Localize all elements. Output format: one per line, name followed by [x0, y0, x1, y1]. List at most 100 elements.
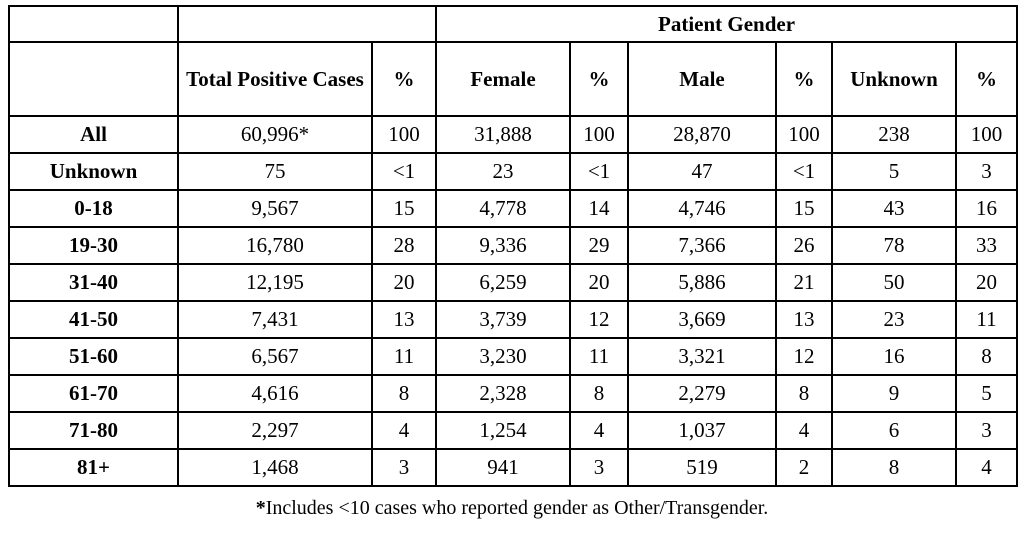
data-cell: 50: [831, 263, 957, 302]
header-cell-male: Male: [627, 41, 777, 117]
data-cell: 8: [569, 374, 629, 413]
data-cell: 1,254: [435, 411, 571, 450]
header-cell-unknown-percent: %: [954, 41, 1019, 117]
table-row: 71-80 2,297 4 1,254 4 1,037 4 6 3: [8, 411, 1019, 450]
data-cell: 21: [775, 263, 833, 302]
table-header: Patient Gender Total Positive Cases % Fe…: [8, 5, 1019, 117]
data-cell: <1: [371, 152, 437, 191]
data-cell: 2,328: [435, 374, 571, 413]
data-cell: 28: [371, 226, 437, 265]
data-cell: 4: [954, 448, 1019, 487]
data-cell: 1,037: [627, 411, 777, 450]
data-cell: 29: [569, 226, 629, 265]
data-cell: 100: [775, 115, 833, 154]
header-cell-female: Female: [435, 41, 571, 117]
data-cell: 3: [954, 152, 1019, 191]
data-cell: 75: [177, 152, 373, 191]
row-label: Unknown: [8, 152, 179, 191]
data-cell: 16: [831, 337, 957, 376]
header-cell-unknown: Unknown: [831, 41, 957, 117]
data-cell: 100: [569, 115, 629, 154]
data-cell: 3: [371, 448, 437, 487]
page: Patient Gender Total Positive Cases % Fe…: [8, 5, 1019, 520]
data-cell: 23: [831, 300, 957, 339]
data-cell: 4: [569, 411, 629, 450]
table-body: All 60,996* 100 31,888 100 28,870 100 238 100 Unk…: [8, 115, 1019, 487]
data-cell: 60,996*: [177, 115, 373, 154]
data-cell: 100: [371, 115, 437, 154]
data-cell: 8: [371, 374, 437, 413]
data-cell: 31,888: [435, 115, 571, 154]
data-cell: 3: [954, 411, 1019, 450]
data-cell: 3: [569, 448, 629, 487]
data-cell: 5: [954, 374, 1019, 413]
data-cell: 4,616: [177, 374, 373, 413]
header-cell-male-percent: %: [775, 41, 833, 117]
data-cell: 5,886: [627, 263, 777, 302]
table-row: All 60,996* 100 31,888 100 28,870 100 238 100: [8, 115, 1019, 154]
footnote-text: Includes <10 cases who reported gender a…: [265, 497, 769, 519]
table-row: 31-40 12,195 20 6,259 20 5,886 21 50 20: [8, 263, 1019, 302]
data-cell: 20: [569, 263, 629, 302]
data-cell: 16,780: [177, 226, 373, 265]
header-cell-total-percent: %: [371, 41, 437, 117]
patient-gender-header: Patient Gender: [434, 5, 1019, 43]
data-cell: 4,778: [435, 189, 571, 228]
table-row: 81+ 1,468 3 941 3 519 2 8 4: [8, 448, 1019, 487]
data-cell: 3,230: [435, 337, 571, 376]
data-cell: 26: [775, 226, 833, 265]
table-header-top-row: Patient Gender: [8, 5, 1019, 43]
row-label: 61-70: [8, 374, 179, 413]
data-cell: 4: [775, 411, 833, 450]
data-cell: 519: [627, 448, 777, 487]
data-cell: 9,567: [177, 189, 373, 228]
header-cell-female-percent: %: [569, 41, 629, 117]
data-cell: 4,746: [627, 189, 777, 228]
data-cell: 2,279: [627, 374, 777, 413]
data-cell: 11: [954, 300, 1019, 339]
data-cell: 11: [371, 337, 437, 376]
row-label: 81+: [8, 448, 179, 487]
data-cell: 7,431: [177, 300, 373, 339]
data-cell: 15: [775, 189, 833, 228]
data-cell: 13: [371, 300, 437, 339]
data-cell: 14: [569, 189, 629, 228]
data-cell: 3,739: [435, 300, 571, 339]
row-label: 0-18: [8, 189, 179, 228]
data-cell: 6,259: [435, 263, 571, 302]
data-cell: 16: [954, 189, 1019, 228]
data-cell: 6: [831, 411, 957, 450]
data-cell: 8: [831, 448, 957, 487]
data-cell: 11: [569, 337, 629, 376]
data-cell: 2: [775, 448, 833, 487]
data-cell: 13: [775, 300, 833, 339]
footnote: *Includes <10 cases who reported gender …: [8, 497, 1016, 520]
footnote-asterisk: *: [255, 497, 266, 519]
patient-gender-table: Patient Gender Total Positive Cases % Fe…: [8, 5, 1019, 487]
table-row: Unknown 75 <1 23 <1 47 <1 5 3: [8, 152, 1019, 191]
data-cell: 28,870: [627, 115, 777, 154]
data-cell: 5: [831, 152, 957, 191]
row-label: 71-80: [8, 411, 179, 450]
data-cell: 2,297: [177, 411, 373, 450]
table-header-columns-row: Total Positive Cases % Female % Male % U…: [8, 41, 1019, 117]
empty-span-cell: [177, 5, 437, 43]
table-row: 19-30 16,780 28 9,336 29 7,366 26 78 33: [8, 226, 1019, 265]
header-cell-empty: [8, 41, 179, 117]
data-cell: <1: [569, 152, 629, 191]
header-cell-total-positive-cases: Total Positive Cases: [177, 41, 373, 117]
row-label: 51-60: [8, 337, 179, 376]
data-cell: 8: [954, 337, 1019, 376]
table-row: 61-70 4,616 8 2,328 8 2,279 8 9 5: [8, 374, 1019, 413]
row-label: 41-50: [8, 300, 179, 339]
row-label: 31-40: [8, 263, 179, 302]
data-cell: 23: [435, 152, 571, 191]
data-cell: 7,366: [627, 226, 777, 265]
data-cell: 9,336: [435, 226, 571, 265]
table-row: 41-50 7,431 13 3,739 12 3,669 13 23 11: [8, 300, 1019, 339]
row-label: All: [8, 115, 179, 154]
data-cell: 4: [371, 411, 437, 450]
table-row: 0-18 9,567 15 4,778 14 4,746 15 43 16: [8, 189, 1019, 228]
data-cell: <1: [775, 152, 833, 191]
data-cell: 78: [831, 226, 957, 265]
